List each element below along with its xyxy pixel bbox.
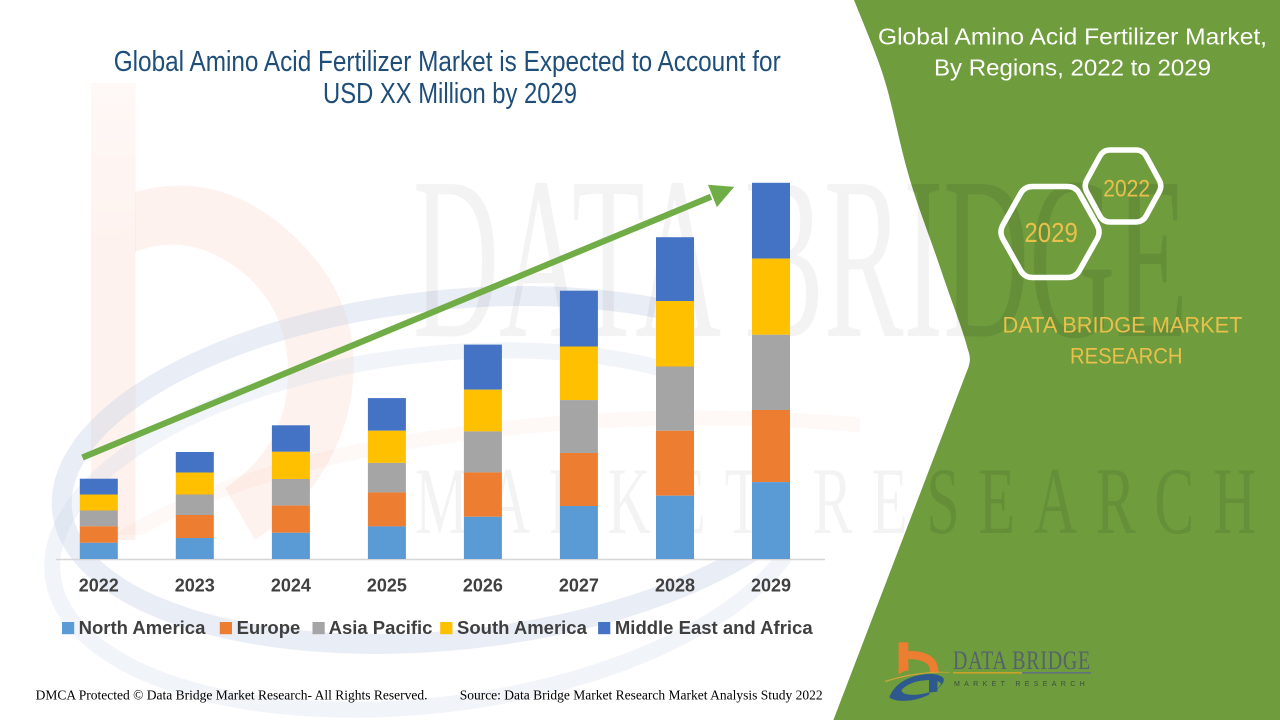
svg-text:2023: 2023: [175, 575, 215, 595]
svg-text:DATA BRIDGE MARKET: DATA BRIDGE MARKET: [1003, 313, 1243, 338]
svg-text:Europe: Europe: [237, 617, 301, 638]
svg-text:2029: 2029: [751, 575, 791, 595]
svg-text:South America: South America: [457, 617, 588, 638]
svg-text:2022: 2022: [79, 575, 119, 595]
svg-text:USD XX Million by 2029: USD XX Million by 2029: [323, 78, 577, 110]
svg-text:MARKET RESEARCH: MARKET RESEARCH: [954, 679, 1089, 688]
svg-text:DATA BRIDGE: DATA BRIDGE: [953, 646, 1091, 675]
svg-text:RESEARCH: RESEARCH: [1070, 344, 1183, 369]
svg-text:2026: 2026: [463, 575, 503, 595]
svg-text:2022: 2022: [1103, 176, 1150, 203]
svg-text:2027: 2027: [559, 575, 599, 595]
svg-text:2025: 2025: [367, 575, 407, 595]
svg-text:2024: 2024: [271, 575, 311, 595]
svg-text:2028: 2028: [655, 575, 695, 595]
svg-text:Global Amino Acid Fertilizer M: Global Amino Acid Fertilizer Market is E…: [114, 46, 781, 78]
svg-text:Asia Pacific: Asia Pacific: [329, 617, 433, 638]
svg-text:Middle East and Africa: Middle East and Africa: [615, 617, 813, 638]
svg-text:DMCA Protected © Data Bridge M: DMCA Protected © Data Bridge Market Rese…: [36, 688, 428, 703]
svg-text:North America: North America: [79, 617, 207, 638]
svg-text:Global Amino Acid Fertilizer M: Global Amino Acid Fertilizer Market,: [878, 23, 1267, 49]
svg-text:2029: 2029: [1024, 217, 1077, 248]
svg-text:Source: Data Bridge Market Res: Source: Data Bridge Market Research Mark…: [460, 688, 823, 703]
svg-text:By Regions, 2022 to 2029: By Regions, 2022 to 2029: [934, 55, 1211, 81]
